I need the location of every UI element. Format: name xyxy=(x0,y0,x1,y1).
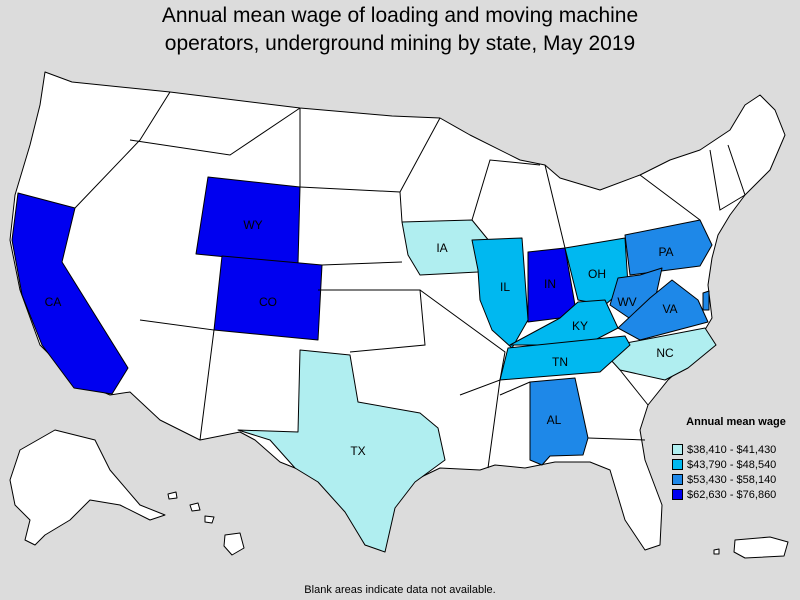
map-title-line2: operators, underground mining by state, … xyxy=(164,32,636,55)
label-nc: NC xyxy=(656,346,674,360)
us-mainland xyxy=(9,71,786,551)
alaska xyxy=(9,429,166,546)
state-va xyxy=(617,279,709,341)
label-in: IN xyxy=(544,277,556,291)
state-il xyxy=(471,237,529,349)
legend-swatch xyxy=(672,489,683,500)
legend-item: $53,430 - $58,140 xyxy=(672,472,800,487)
label-oh: OH xyxy=(588,267,606,281)
legend-swatch xyxy=(672,444,683,455)
state-labels: CA WY CO IN IA TX NC IL OH KY TN PA WV V… xyxy=(45,218,678,458)
label-va: VA xyxy=(662,302,677,316)
state-borders xyxy=(74,91,746,469)
label-il: IL xyxy=(500,280,510,294)
hawaii xyxy=(167,491,245,556)
label-wv: WV xyxy=(617,295,636,309)
legend-swatch xyxy=(672,474,683,485)
label-wy: WY xyxy=(243,218,262,232)
state-al xyxy=(529,377,589,466)
map-title: Annual mean wage of loading and moving m… xyxy=(0,2,800,58)
label-ca: CA xyxy=(45,295,62,309)
label-tn: TN xyxy=(552,355,568,369)
legend-item: $62,630 - $76,860 xyxy=(672,487,800,502)
legend-swatch xyxy=(672,459,683,470)
us-virgin-islands xyxy=(713,548,720,555)
puerto-rico xyxy=(733,536,789,559)
label-pa: PA xyxy=(658,245,673,259)
label-co: CO xyxy=(259,295,277,309)
legend-label: $43,790 - $48,540 xyxy=(687,458,777,471)
map-title-line1: Annual mean wage of loading and moving m… xyxy=(161,4,639,27)
state-de-md-sliver xyxy=(702,290,710,311)
label-ky: KY xyxy=(572,319,588,333)
legend-item: $38,410 - $41,430 xyxy=(672,442,800,457)
legend-label: $38,410 - $41,430 xyxy=(687,443,777,456)
label-ia: IA xyxy=(436,241,447,255)
legend-title: Annual mean wage xyxy=(686,416,786,428)
legend-label: $62,630 - $76,860 xyxy=(687,488,777,501)
state-pa xyxy=(624,219,713,276)
footnote: Blank areas indicate data not available. xyxy=(304,584,496,596)
legend-item: $43,790 - $48,540 xyxy=(672,457,800,472)
legend: Annual mean wage $38,410 - $41,430 $43,7… xyxy=(672,416,800,502)
state-tx xyxy=(237,349,446,553)
legend-label: $53,430 - $58,140 xyxy=(687,473,777,486)
state-ca xyxy=(11,192,129,395)
state-co xyxy=(213,255,323,341)
label-tx: TX xyxy=(350,444,365,458)
label-al: AL xyxy=(547,413,562,427)
